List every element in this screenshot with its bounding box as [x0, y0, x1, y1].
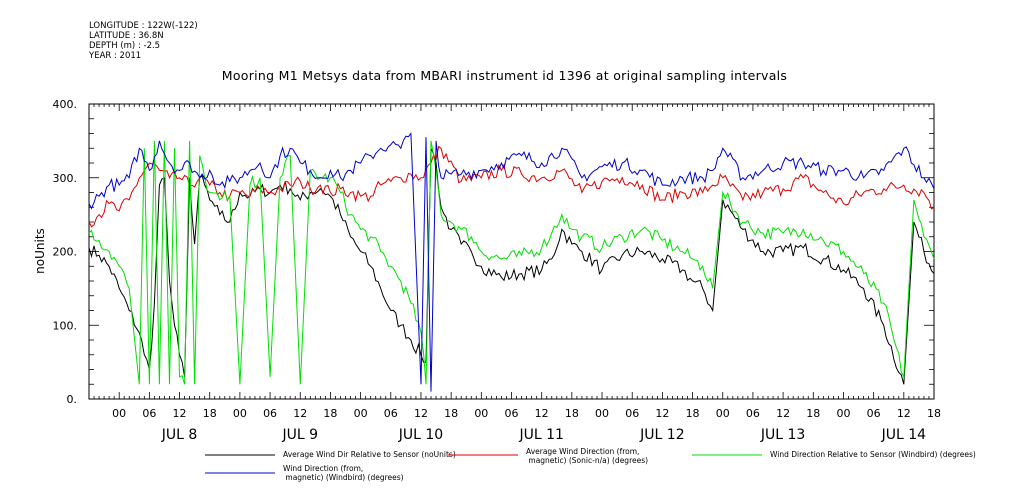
x-tick-label: 18	[927, 407, 941, 420]
legend-entry: Wind Direction Relative to Sensor (Windb…	[770, 450, 976, 459]
axes-group: 00 06 12 18 00 06 12 18 00 06 12 18 00 06 12 18 00 06 12 18…	[53, 98, 942, 443]
x-tick-label: 00	[716, 407, 730, 420]
day-label: JUL 10	[398, 427, 443, 443]
series-line-4	[88, 132, 935, 392]
x-tick-label: 18	[686, 407, 700, 420]
x-tick-label: 12	[173, 407, 187, 420]
day-label: JUL 14	[881, 427, 927, 443]
series-line-2	[88, 145, 935, 228]
x-tick-label: 12	[897, 407, 911, 420]
legend: Average Wind Dir Relative to Sensor (noU…	[205, 447, 976, 482]
series-line-3	[88, 140, 935, 385]
x-tick-label: 18	[806, 407, 820, 420]
x-tick-label: 12	[414, 407, 428, 420]
chart-title: Mooring M1 Metsys data from MBARI instru…	[221, 68, 788, 83]
x-tick-label: 00	[112, 407, 126, 420]
legend-entry-line: Average Wind Direction (from,	[526, 447, 639, 456]
year-text: YEAR : 2011	[89, 51, 142, 61]
x-tick-label: 00	[233, 407, 247, 420]
day-label: JUL 8	[161, 427, 198, 443]
legend-entry: Average Wind Dir Relative to Sensor (noU…	[283, 450, 456, 459]
y-tick-label: 0.	[67, 393, 78, 406]
y-tick-label: 300.	[53, 172, 78, 185]
x-tick-label: 18	[444, 407, 458, 420]
series-line-1	[88, 148, 935, 385]
legend-entry: Wind Direction (from, magnetic) (Windbir…	[283, 464, 404, 482]
y-tick-label: 100.	[53, 319, 78, 332]
latitude-text: LATITUDE : 36.8N	[89, 31, 164, 41]
x-tick-label: 06	[746, 407, 760, 420]
x-tick-label: 06	[625, 407, 639, 420]
series-lines	[88, 132, 935, 392]
longitude-text: LONGITUDE : 122W(-122)	[89, 21, 198, 31]
x-tick-label: 18	[565, 407, 579, 420]
x-tick-label: 12	[776, 407, 790, 420]
x-tick-label: 06	[263, 407, 277, 420]
x-tick-label: 00	[836, 407, 850, 420]
legend-entry-line: Wind Direction (from,	[283, 464, 363, 473]
x-tick-label: 00	[474, 407, 488, 420]
legend-entry-line: magnetic) (Windbird) (degrees)	[283, 473, 404, 482]
day-label: JUL 12	[639, 427, 684, 443]
day-label: JUL 9	[281, 427, 318, 443]
x-tick-label: 00	[595, 407, 609, 420]
x-tick-label: 12	[293, 407, 307, 420]
x-tick-label: 06	[505, 407, 519, 420]
x-tick-label: 12	[655, 407, 669, 420]
x-tick-label: 06	[867, 407, 881, 420]
x-tick-label: 06	[142, 407, 156, 420]
x-tick-label: 18	[323, 407, 337, 420]
x-tick-label: 12	[535, 407, 549, 420]
x-tick-label: 18	[203, 407, 217, 420]
metadata-block: LONGITUDE : 122W(-122) LATITUDE : 36.8N …	[89, 21, 198, 61]
y-tick-label: 400.	[53, 98, 78, 111]
legend-entry: Average Wind Direction (from, magnetic) …	[526, 447, 648, 465]
depth-text: DEPTH (m) : -2.5	[89, 41, 161, 51]
day-label: JUL 11	[518, 427, 563, 443]
y-tick-label: 200.	[53, 246, 78, 259]
x-tick-label: 06	[384, 407, 398, 420]
x-tick-label: 00	[354, 407, 368, 420]
legend-entry-line: magnetic) (Sonic-n/a) (degrees)	[526, 456, 648, 465]
day-label: JUL 13	[760, 427, 805, 443]
y-axis-label: noUnits	[33, 228, 47, 274]
